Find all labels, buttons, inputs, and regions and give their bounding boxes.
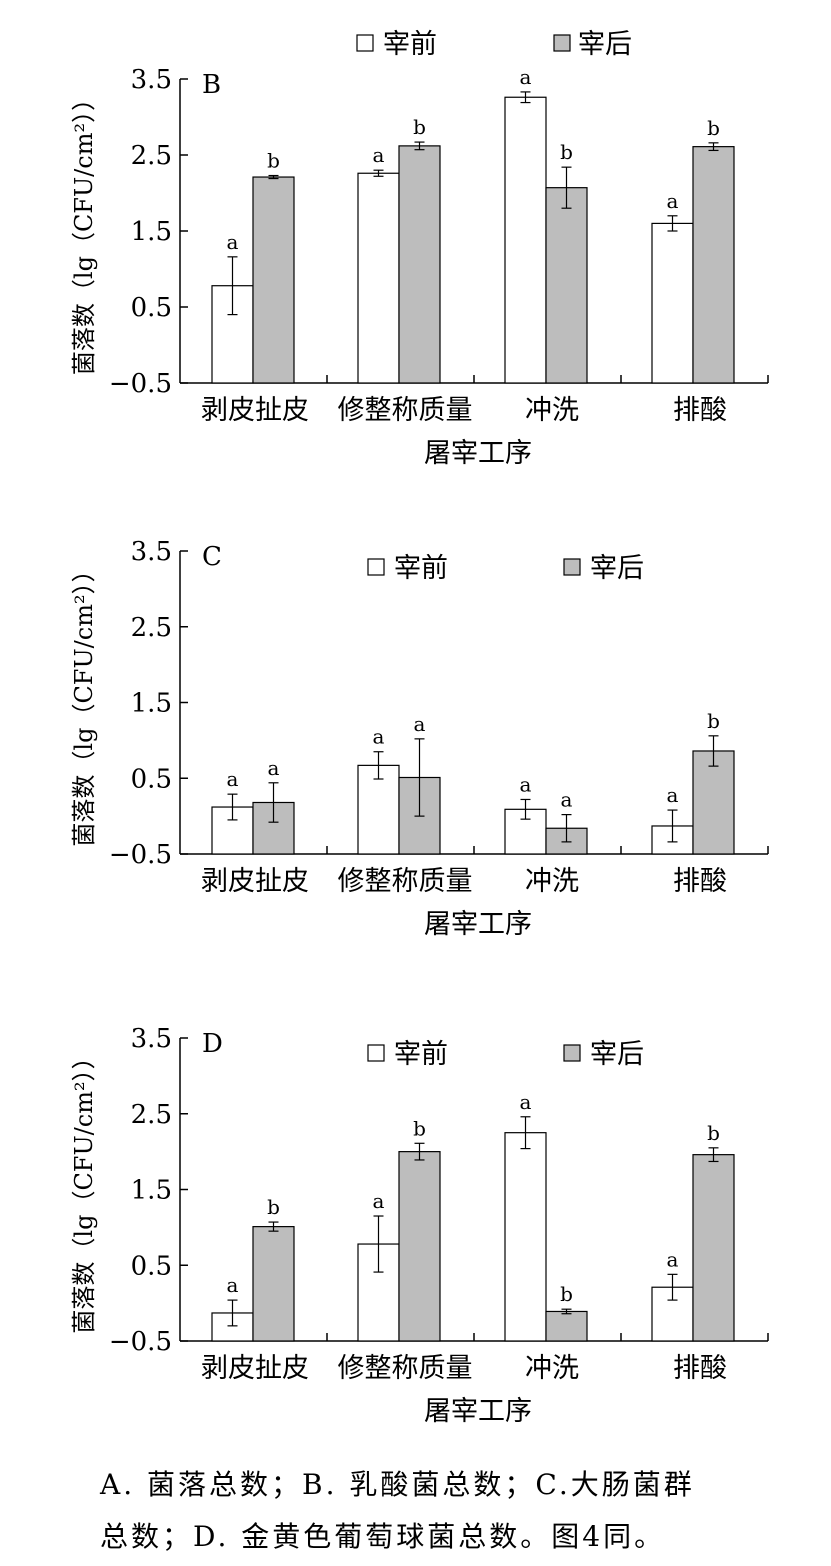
y-tick-label-b: 2.5	[131, 141, 172, 171]
y-tick-label-b: −0.5	[109, 369, 172, 399]
x-category-label-b: 排酸	[673, 395, 727, 426]
y-tick-label-b: 3.5	[131, 65, 172, 95]
bar-b	[398, 145, 441, 384]
x-category-label-d: 剥皮扯皮	[201, 1353, 309, 1384]
panel-label-c: C	[202, 542, 222, 572]
significance-letter-d: b	[707, 1121, 720, 1145]
panel-label-b: B	[202, 70, 221, 100]
significance-letter-d: a	[373, 1189, 385, 1213]
x-category-label-b: 剥皮扯皮	[201, 395, 309, 426]
bar-b	[692, 146, 735, 384]
bar-d	[545, 1310, 588, 1342]
legend-label-d: 宰前	[394, 1039, 448, 1070]
significance-letter-c: a	[373, 725, 385, 749]
bar-d	[252, 1226, 295, 1342]
figure-caption-line-1: A. 菌落总数；B. 乳酸菌总数；C.大肠菌群	[100, 1468, 695, 1501]
significance-letter-d: a	[520, 1090, 532, 1114]
legend-label-b: 宰后	[578, 29, 632, 60]
bar-d	[692, 1154, 735, 1342]
y-tick-label-b: 1.5	[131, 217, 172, 247]
y-tick-label-c: −0.5	[109, 840, 172, 870]
panel-label-d: D	[202, 1029, 223, 1059]
significance-letter-c: b	[707, 709, 720, 733]
legend-label-d: 宰后	[590, 1039, 644, 1070]
x-category-label-c: 排酸	[673, 866, 727, 897]
x-category-label-d: 冲洗	[525, 1353, 579, 1384]
y-tick-label-b: 0.5	[131, 293, 172, 323]
bar-c	[692, 750, 735, 855]
legend-label-b: 宰前	[383, 29, 437, 60]
legend-swatch-b	[356, 34, 374, 52]
legend-swatch-c	[563, 558, 581, 576]
significance-letter-c: a	[520, 772, 532, 796]
significance-letter-b: a	[227, 230, 239, 254]
x-axis-title-d: 屠宰工序	[424, 1396, 532, 1427]
legend-label-c: 宰前	[394, 553, 448, 584]
x-category-label-b: 修整称质量	[338, 395, 473, 426]
significance-letter-c: a	[561, 788, 573, 812]
x-category-label-c: 冲洗	[525, 866, 579, 897]
bar-d	[504, 1132, 547, 1342]
legend-swatch-b	[553, 34, 571, 52]
x-category-label-b: 冲洗	[525, 395, 579, 426]
bar-b	[545, 187, 588, 384]
figure-caption-line-2: 总数；D. 金黄色葡萄球菌总数。图4同。	[100, 1520, 666, 1553]
significance-letter-b: a	[373, 143, 385, 167]
x-category-label-d: 排酸	[673, 1353, 727, 1384]
y-tick-label-d: 0.5	[131, 1251, 172, 1281]
y-axis-title-b: 菌落数（lg（CFU/cm²））	[70, 87, 98, 375]
y-tick-label-c: 0.5	[131, 764, 172, 794]
legend-swatch-d	[367, 1044, 385, 1062]
significance-letter-b: b	[413, 115, 426, 139]
significance-letter-b: a	[520, 65, 532, 89]
significance-letter-b: a	[667, 189, 679, 213]
significance-letter-c: a	[268, 756, 280, 780]
y-axis-title-d: 菌落数（lg（CFU/cm²））	[70, 1045, 98, 1333]
y-axis-title-c: 菌落数（lg（CFU/cm²））	[70, 558, 98, 846]
legend-swatch-d	[563, 1044, 581, 1062]
x-axis-title-c: 屠宰工序	[424, 909, 532, 940]
significance-letter-d: b	[560, 1282, 573, 1306]
legend-swatch-c	[367, 558, 385, 576]
bar-b	[651, 222, 694, 384]
significance-letter-d: b	[267, 1195, 280, 1219]
significance-letter-d: a	[227, 1273, 239, 1297]
x-axis-title-b: 屠宰工序	[424, 438, 532, 469]
significance-letter-b: b	[707, 116, 720, 140]
y-tick-label-d: −0.5	[109, 1327, 172, 1357]
bar-b	[252, 176, 295, 384]
significance-letter-d: a	[667, 1247, 679, 1271]
legend-label-c: 宰后	[590, 553, 644, 584]
y-tick-label-d: 2.5	[131, 1100, 172, 1130]
significance-letter-b: b	[560, 140, 573, 164]
y-tick-label-c: 1.5	[131, 689, 172, 719]
significance-letter-c: a	[414, 712, 426, 736]
y-tick-label-c: 2.5	[131, 613, 172, 643]
x-category-label-d: 修整称质量	[338, 1353, 473, 1384]
significance-letter-c: a	[227, 767, 239, 791]
bar-c	[357, 764, 400, 855]
significance-letter-b: b	[267, 149, 280, 173]
bar-b	[357, 172, 400, 384]
bar-d	[398, 1151, 441, 1342]
y-tick-label-c: 3.5	[131, 537, 172, 567]
significance-letter-d: b	[413, 1116, 426, 1140]
x-category-label-c: 剥皮扯皮	[201, 866, 309, 897]
bar-d	[651, 1286, 694, 1342]
x-category-label-c: 修整称质量	[338, 866, 473, 897]
y-tick-label-d: 1.5	[131, 1176, 172, 1206]
bar-b	[504, 96, 547, 384]
significance-letter-c: a	[667, 783, 679, 807]
y-tick-label-d: 3.5	[131, 1024, 172, 1054]
